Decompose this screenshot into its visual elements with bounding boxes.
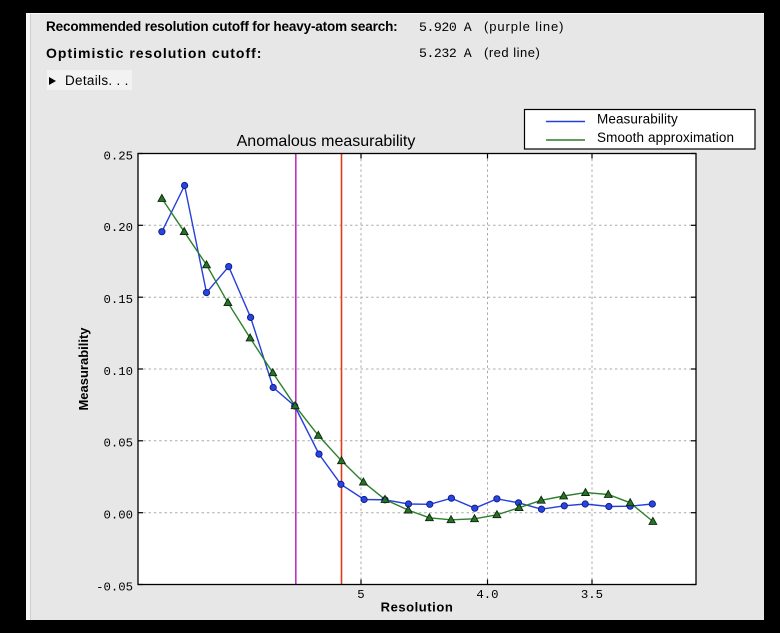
svg-text:0.25: 0.25 [103,149,133,163]
svg-text:0.00: 0.00 [103,509,133,523]
svg-text:0.20: 0.20 [103,221,133,235]
svg-text:5: 5 [357,588,364,602]
svg-text:0.15: 0.15 [103,293,133,307]
svg-text:-0.05: -0.05 [96,580,133,594]
svg-text:0.10: 0.10 [103,365,133,379]
svg-text:Smooth approximation: Smooth approximation [597,130,734,145]
svg-text:4.0: 4.0 [476,588,498,602]
svg-text:Anomalous measurability: Anomalous measurability [237,133,416,150]
svg-text:0.05: 0.05 [103,437,133,451]
svg-text:Resolution: Resolution [381,599,454,614]
svg-text:Measurability: Measurability [597,112,678,127]
svg-text:Measurability: Measurability [76,327,91,411]
svg-text:3.5: 3.5 [581,588,603,602]
